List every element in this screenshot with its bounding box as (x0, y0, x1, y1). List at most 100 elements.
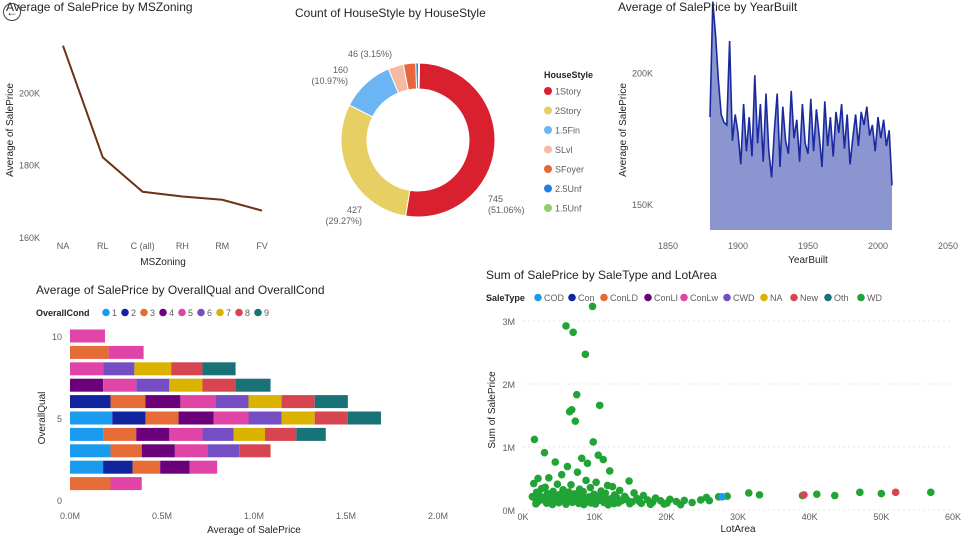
overallqual-bar-chart: OverallCond 1 2 3 4 5 6 7 8 9 0 5 10 0.0M 0.5M 1.0M 1.5M… (36, 308, 448, 536)
bar-segment (103, 460, 133, 474)
chart-title: Count of HouseStyle by HouseStyle (295, 6, 486, 20)
data-label: 745 (488, 194, 503, 204)
bar-segment (136, 378, 170, 392)
legend-item: 7 (226, 308, 231, 318)
legend-item: 4 (169, 308, 174, 318)
scatter-point (625, 499, 634, 508)
saletype-scatter-chart: SaleType COD Con ConLD ConLI ConLw CWD NA New Oth… (486, 293, 961, 535)
y-tick-label: 10 (52, 332, 62, 342)
legend-marker (544, 165, 552, 173)
y-tick-label: 200K (632, 69, 653, 79)
x-tick-label: 10K (587, 512, 603, 522)
scatter-point (813, 490, 821, 499)
legend-marker (544, 184, 552, 193)
scatter-point (744, 489, 753, 497)
bar-segment (178, 411, 214, 425)
bar-segment (248, 395, 282, 409)
scatter-point (568, 498, 577, 507)
legend-marker (600, 293, 608, 302)
y-axis-label: Sum of SalePrice (487, 371, 498, 449)
bar-segment (70, 477, 111, 491)
bar-segment (136, 427, 170, 441)
bar-segment (145, 395, 181, 409)
scatter-point (565, 407, 574, 416)
legend-item: New (800, 293, 819, 303)
bar-segment (174, 444, 208, 458)
housestyle-donut-chart: 745(51.06%) 427(29.27%) 160(10.97%) 46 (3.1… (311, 49, 593, 226)
scatter-point (577, 454, 586, 463)
x-tick-label: 1900 (728, 241, 748, 251)
legend-marker (544, 106, 552, 115)
legend-marker (197, 308, 205, 317)
chart-title: Average of SalePrice by YearBuilt (618, 0, 798, 14)
scatter-point (605, 467, 614, 475)
legend-marker (568, 293, 576, 302)
scatter-point (718, 492, 727, 501)
legend-marker (644, 293, 652, 302)
x-axis-label: MSZoning (140, 257, 186, 268)
scatter-point (877, 489, 886, 498)
x-tick-label: 50K (873, 512, 889, 522)
scatter-point (530, 435, 539, 444)
legend-marker (254, 308, 262, 317)
bar-segment (70, 329, 105, 343)
x-tick-label: 1.0M (244, 511, 264, 521)
scatter-point (660, 500, 668, 508)
legend-item: 5 (188, 308, 193, 318)
scatter-point (586, 483, 595, 492)
data-label: 160 (333, 65, 348, 75)
scatter-point (569, 328, 577, 337)
scatter-point (563, 462, 572, 471)
bar-segment (169, 427, 203, 441)
bar-segment (314, 395, 348, 409)
scatter-point (583, 459, 592, 468)
legend-item: 3 (150, 308, 155, 318)
scatter-point (572, 390, 581, 399)
bar-segment (141, 444, 175, 458)
bar-segment (235, 378, 271, 392)
legend-marker (680, 293, 688, 302)
bar-segment (296, 427, 326, 441)
scatter-point (582, 476, 590, 485)
bar-segment (202, 427, 234, 441)
scatter-point (608, 482, 617, 491)
legend-item: Con (578, 293, 595, 303)
legend-marker (790, 293, 798, 302)
x-tick-label: 2050 (938, 241, 958, 251)
legend-title: OverallCond (36, 308, 90, 318)
chart-housestyle: Count of HouseStyle by HouseStyle 745 (51… (295, 0, 610, 262)
x-tick-label: 0K (517, 512, 528, 522)
scatter-point (591, 500, 600, 508)
chart-title: Average of SalePrice by MSZoning (6, 0, 193, 14)
back-arrow-icon[interactable]: ← (3, 3, 21, 21)
bar-segment (132, 460, 161, 474)
bar-segment (103, 378, 137, 392)
x-tick-label: 1950 (798, 241, 818, 251)
legend-item: ConLI (654, 293, 678, 303)
scatter-point (548, 500, 557, 509)
bar-segment (347, 411, 381, 425)
scatter-point (646, 500, 655, 509)
bar-segment (169, 378, 203, 392)
scatter-point (571, 417, 580, 425)
y-axis-label: Average of SalePrice (5, 83, 16, 177)
bar-segment (233, 427, 266, 441)
legend-item: ConLw (690, 293, 719, 303)
chart-mszoning: Average of SalePrice by MSZoning 160K 180… (0, 0, 300, 270)
x-tick-label: 20K (658, 512, 674, 522)
scatter-point (594, 451, 603, 459)
scatter-point (702, 493, 711, 502)
bar-segment (160, 460, 190, 474)
scatter-point (555, 498, 563, 507)
y-tick-label: 150K (632, 200, 653, 210)
scatter-point (688, 498, 696, 507)
scatter-point (610, 499, 618, 508)
legend-item: 1Story (555, 87, 582, 97)
scatter-point (562, 500, 570, 509)
legend-item: CWD (733, 293, 755, 303)
donut-slice (417, 62, 421, 90)
scatter-point (540, 448, 549, 457)
scatter-point (534, 474, 542, 483)
scatter-point (545, 474, 553, 482)
x-tick-label: 1850 (658, 241, 678, 251)
